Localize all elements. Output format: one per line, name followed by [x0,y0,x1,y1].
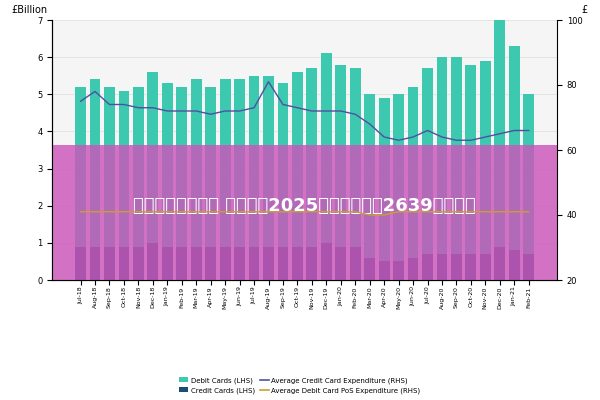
Bar [104,87,115,246]
Bar [407,87,418,258]
Bar [292,246,303,280]
Bar [393,262,404,280]
Bar [205,246,216,280]
Bar [350,68,361,246]
Bar [364,258,375,280]
Bar [263,76,274,246]
Bar [176,246,187,280]
Bar [422,68,433,254]
Bar [205,87,216,246]
Bar [364,94,375,258]
Bar [234,246,245,280]
Bar [307,68,317,246]
Bar [523,254,534,280]
Bar [278,246,289,280]
Bar [162,83,173,246]
Bar [335,64,346,246]
Bar [307,246,317,280]
Bar [379,262,389,280]
Bar [248,76,259,246]
Bar [191,80,202,246]
Text: 炒股杠杆配资平台 闫瑞祥：2025年首日，黄金2639成关键点: 炒股杠杆配资平台 闫瑞祥：2025年首日，黄金2639成关键点 [133,197,476,215]
Bar [278,83,289,246]
Bar [148,243,158,280]
Bar [466,64,476,254]
Bar [321,243,332,280]
Bar [451,254,462,280]
Bar [191,246,202,280]
Bar [393,94,404,262]
Text: £Billion: £Billion [12,5,48,15]
Bar [480,254,491,280]
Bar [89,246,100,280]
Text: £: £ [581,5,587,15]
Bar [321,54,332,243]
Bar [509,46,520,250]
Bar [133,246,144,280]
Bar [148,72,158,243]
Bar [407,258,418,280]
Bar [350,246,361,280]
Bar [523,94,534,254]
Bar [75,246,86,280]
Bar [119,90,130,246]
Bar [220,246,230,280]
Bar [437,254,448,280]
Bar [104,246,115,280]
Bar [437,57,448,254]
Bar [248,246,259,280]
Bar [480,61,491,254]
Bar [509,250,520,280]
Bar [451,57,462,254]
Bar [133,87,144,246]
Bar [466,254,476,280]
Bar [379,98,389,262]
Bar [176,87,187,246]
Bar [89,80,100,246]
Bar [220,80,230,246]
Bar [234,80,245,246]
Bar [335,246,346,280]
Bar [494,5,505,246]
Bar [263,246,274,280]
Bar [422,254,433,280]
Bar [75,87,86,246]
Bar [494,246,505,280]
Bar [119,246,130,280]
Bar [292,72,303,246]
Bar [52,145,557,280]
Bar [162,246,173,280]
Legend: Debit Cards (LHS), Credit Cards (LHS), Average Credit Card Expenditure (RHS), Av: Debit Cards (LHS), Credit Cards (LHS), A… [177,374,423,396]
